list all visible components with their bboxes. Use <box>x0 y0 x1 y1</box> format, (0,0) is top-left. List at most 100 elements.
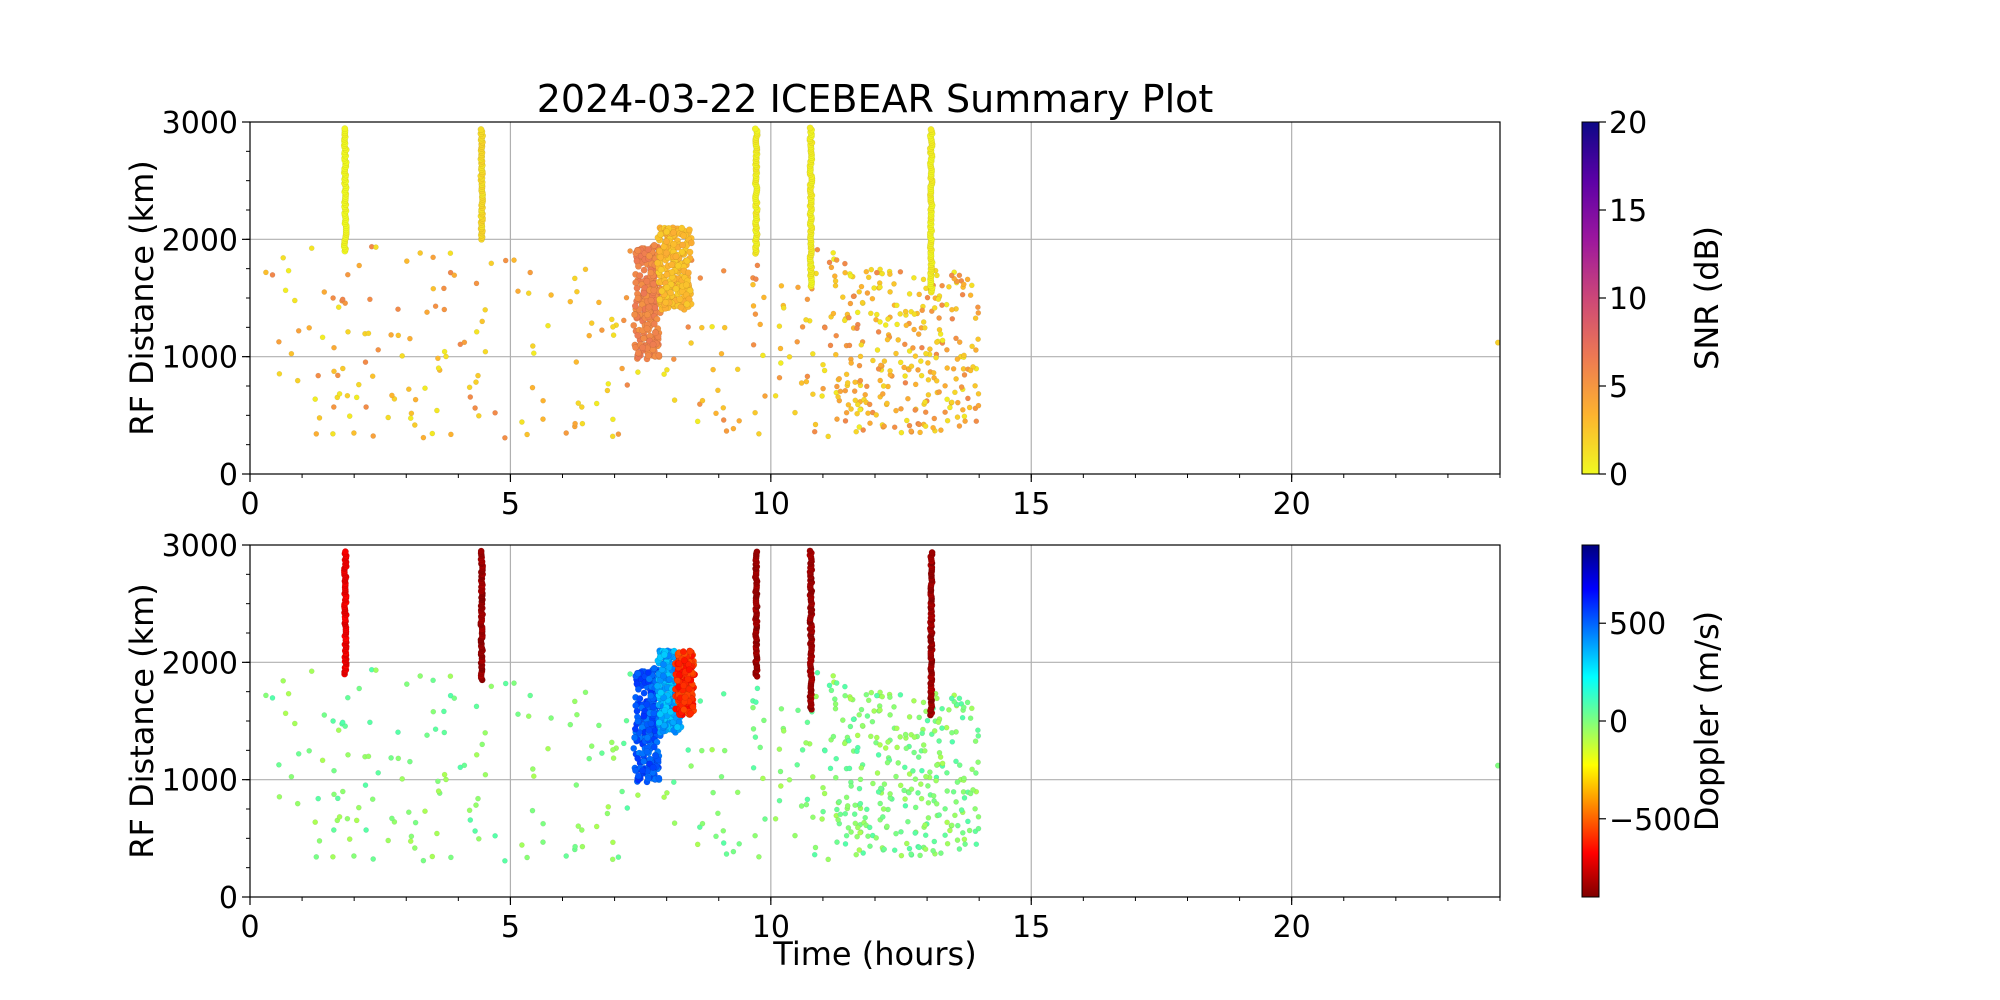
scatter-point <box>902 731 909 738</box>
scatter-point <box>939 760 946 767</box>
scatter-point <box>972 738 979 745</box>
scatter-point <box>288 350 295 357</box>
scatter-point <box>944 770 950 776</box>
scatter-point <box>588 743 595 749</box>
scatter-point <box>846 765 853 772</box>
scatter-point <box>336 390 343 397</box>
scatter-point <box>822 747 828 754</box>
scatter-point <box>529 384 536 391</box>
scatter-point <box>864 383 870 390</box>
scatter-point <box>952 812 958 819</box>
scatter-point <box>846 314 852 321</box>
scatter-point <box>624 805 631 811</box>
scatter-point <box>720 267 727 274</box>
scatter-point <box>856 785 863 792</box>
scatter-point <box>820 784 826 791</box>
cluster-point <box>639 344 646 351</box>
scatter-point <box>435 355 441 362</box>
scatter-point <box>778 282 785 289</box>
scatter-point <box>795 284 801 291</box>
scatter-point <box>834 806 840 813</box>
scatter-point <box>365 753 372 760</box>
scatter-point <box>734 366 741 373</box>
scatter-point <box>953 335 959 342</box>
cluster-point <box>686 226 693 234</box>
scatter-point <box>605 804 612 810</box>
scatter-point <box>948 272 955 279</box>
chart-title: 2024-03-22 ICEBEAR Summary Plot <box>537 77 1214 121</box>
scatter-point <box>575 823 582 829</box>
cluster-point <box>687 710 695 717</box>
scatter-point <box>943 724 950 731</box>
scatter-point <box>519 842 525 848</box>
cluster-point <box>653 682 661 690</box>
scatter-point <box>417 673 424 679</box>
scatter-point <box>958 384 965 390</box>
scatter-point <box>939 725 945 731</box>
scatter-point <box>846 737 852 744</box>
scatter-point <box>750 281 756 288</box>
scatter-point <box>321 712 328 718</box>
scatter-point <box>777 768 784 775</box>
scatter-point <box>881 423 888 430</box>
scatter-point <box>395 306 401 313</box>
scatter-point <box>894 725 900 732</box>
scatter-point <box>353 394 360 401</box>
scatter-point <box>762 816 768 822</box>
scatter-point <box>316 838 323 844</box>
colorbar-label: SNR (dB) <box>1688 226 1726 370</box>
scatter-point <box>894 302 900 309</box>
scatter-point <box>525 713 532 720</box>
scatter-point <box>912 353 919 359</box>
scatter-point <box>867 420 873 427</box>
scatter-point <box>288 773 295 780</box>
cluster-point <box>678 248 686 256</box>
scatter-point <box>973 347 979 353</box>
scatter-point <box>973 418 980 425</box>
scatter-point <box>730 425 737 432</box>
scatter-point <box>833 774 839 781</box>
scatter-point <box>803 740 809 746</box>
scatter-point <box>854 410 860 417</box>
scatter-point <box>588 320 595 326</box>
cluster-point <box>656 296 664 303</box>
scatter-point <box>866 824 873 831</box>
scatter-point <box>395 755 402 762</box>
scatter-point <box>925 783 931 789</box>
scatter-point <box>975 336 981 343</box>
scatter-point <box>959 291 966 298</box>
scatter-point <box>792 832 798 839</box>
scatter-point <box>902 341 908 348</box>
scatter-point <box>780 305 787 311</box>
scatter-point <box>671 397 678 403</box>
scatter-point <box>964 699 971 706</box>
scatter-point <box>373 667 379 673</box>
scatter-point <box>908 786 915 793</box>
scatter-point <box>874 311 880 318</box>
scatter-point <box>936 738 942 744</box>
scatter-point <box>403 681 410 687</box>
scatter-point <box>966 827 973 834</box>
scatter-point <box>857 800 864 807</box>
scatter-point <box>330 827 337 833</box>
scatter-point <box>902 308 909 315</box>
scatter-point <box>891 424 898 431</box>
cluster-point <box>635 262 642 270</box>
scatter-point <box>346 413 353 419</box>
scatter-point <box>828 687 835 694</box>
scatter-point <box>884 759 891 766</box>
cluster-point <box>631 311 638 319</box>
scatter-point <box>962 841 968 847</box>
scatter-point <box>916 844 922 851</box>
scatter-point <box>936 389 943 395</box>
scatter-point <box>473 328 480 335</box>
scatter-point <box>855 824 861 831</box>
scatter-point <box>922 409 929 416</box>
scatter-point <box>430 285 437 292</box>
scatter-point <box>276 338 282 345</box>
scatter-point <box>960 406 966 413</box>
scatter-point <box>334 795 341 802</box>
column-point <box>477 547 485 555</box>
scatter-point <box>934 339 940 345</box>
scatter-point <box>972 315 979 322</box>
